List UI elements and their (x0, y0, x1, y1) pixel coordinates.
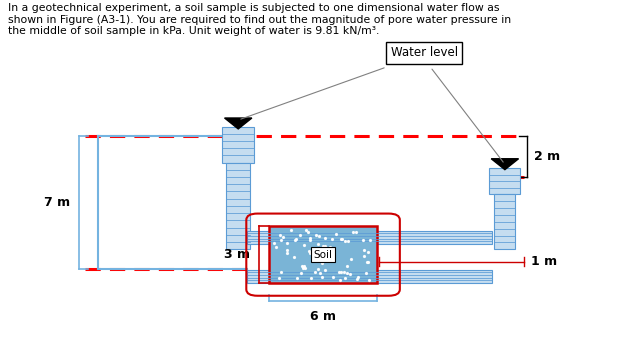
Polygon shape (225, 118, 252, 129)
Bar (489, 168, 521, 195)
Text: 1 m: 1 m (531, 255, 557, 268)
Text: 6 m: 6 m (310, 310, 336, 323)
Polygon shape (491, 159, 519, 170)
Bar (269, 226, 378, 283)
Text: 2 m: 2 m (534, 150, 560, 163)
Text: 3 m: 3 m (224, 248, 250, 261)
Bar (247, 231, 493, 244)
Bar (494, 195, 516, 249)
Bar (247, 270, 493, 283)
Text: Soil: Soil (313, 250, 332, 260)
Bar (226, 162, 250, 249)
Text: Water level: Water level (390, 46, 457, 59)
Text: 7 m: 7 m (43, 196, 70, 209)
Bar (222, 127, 255, 162)
Text: In a geotechnical experiment, a soil sample is subjected to one dimensional wate: In a geotechnical experiment, a soil sam… (8, 3, 511, 36)
